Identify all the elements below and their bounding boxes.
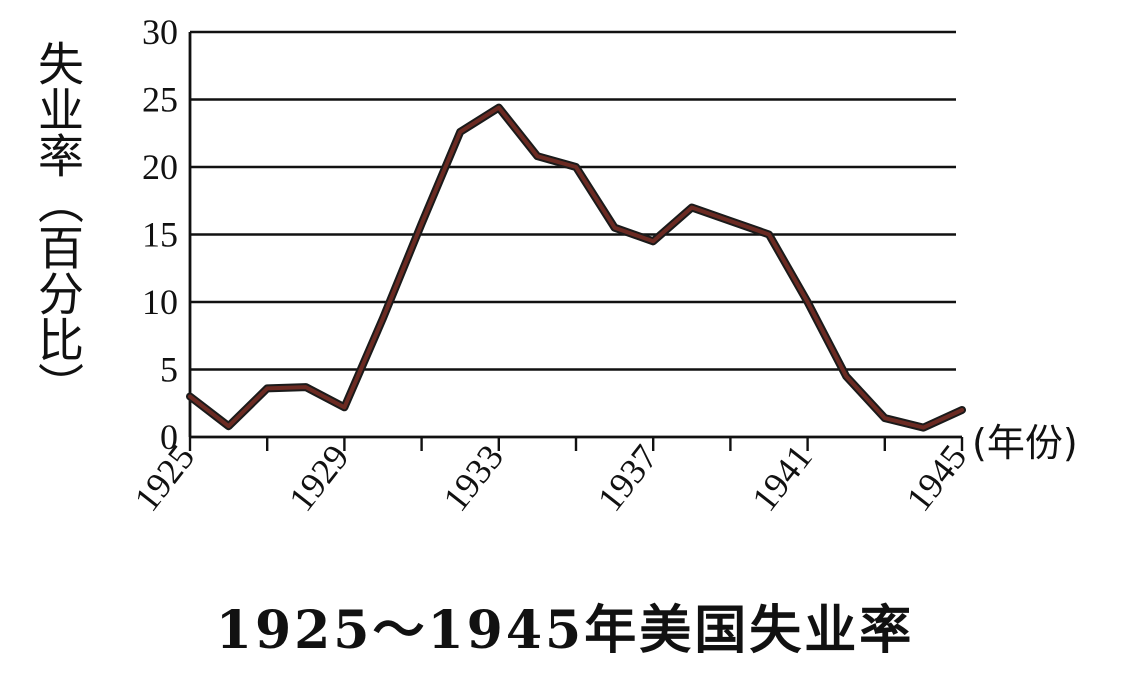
- series-unemployment: [186, 103, 966, 432]
- y-tick-label: 10: [142, 282, 178, 322]
- y-tick-label: 20: [142, 147, 178, 187]
- axes: [188, 32, 964, 451]
- y-tick-labels: 0 5 10 15 20 25 30: [142, 12, 178, 457]
- gridlines: [190, 30, 956, 371]
- x-axis-unit-label: (年份): [972, 421, 1078, 465]
- series-line: [188, 105, 964, 430]
- chart-title: 1925～1945年美国失业率: [215, 600, 915, 661]
- x-tick-labels: 1925 1929 1933 1937 1941 1945: [126, 437, 974, 518]
- y-tick-label: 25: [142, 80, 178, 120]
- y-tick-label: 0: [160, 417, 178, 457]
- y-axis-label: 失业率（百分比）: [31, 40, 85, 408]
- y-tick-label: 15: [142, 215, 178, 255]
- y-tick-label: 30: [142, 12, 178, 52]
- series-line-outline: [186, 103, 966, 432]
- y-tick-label: 5: [160, 350, 178, 390]
